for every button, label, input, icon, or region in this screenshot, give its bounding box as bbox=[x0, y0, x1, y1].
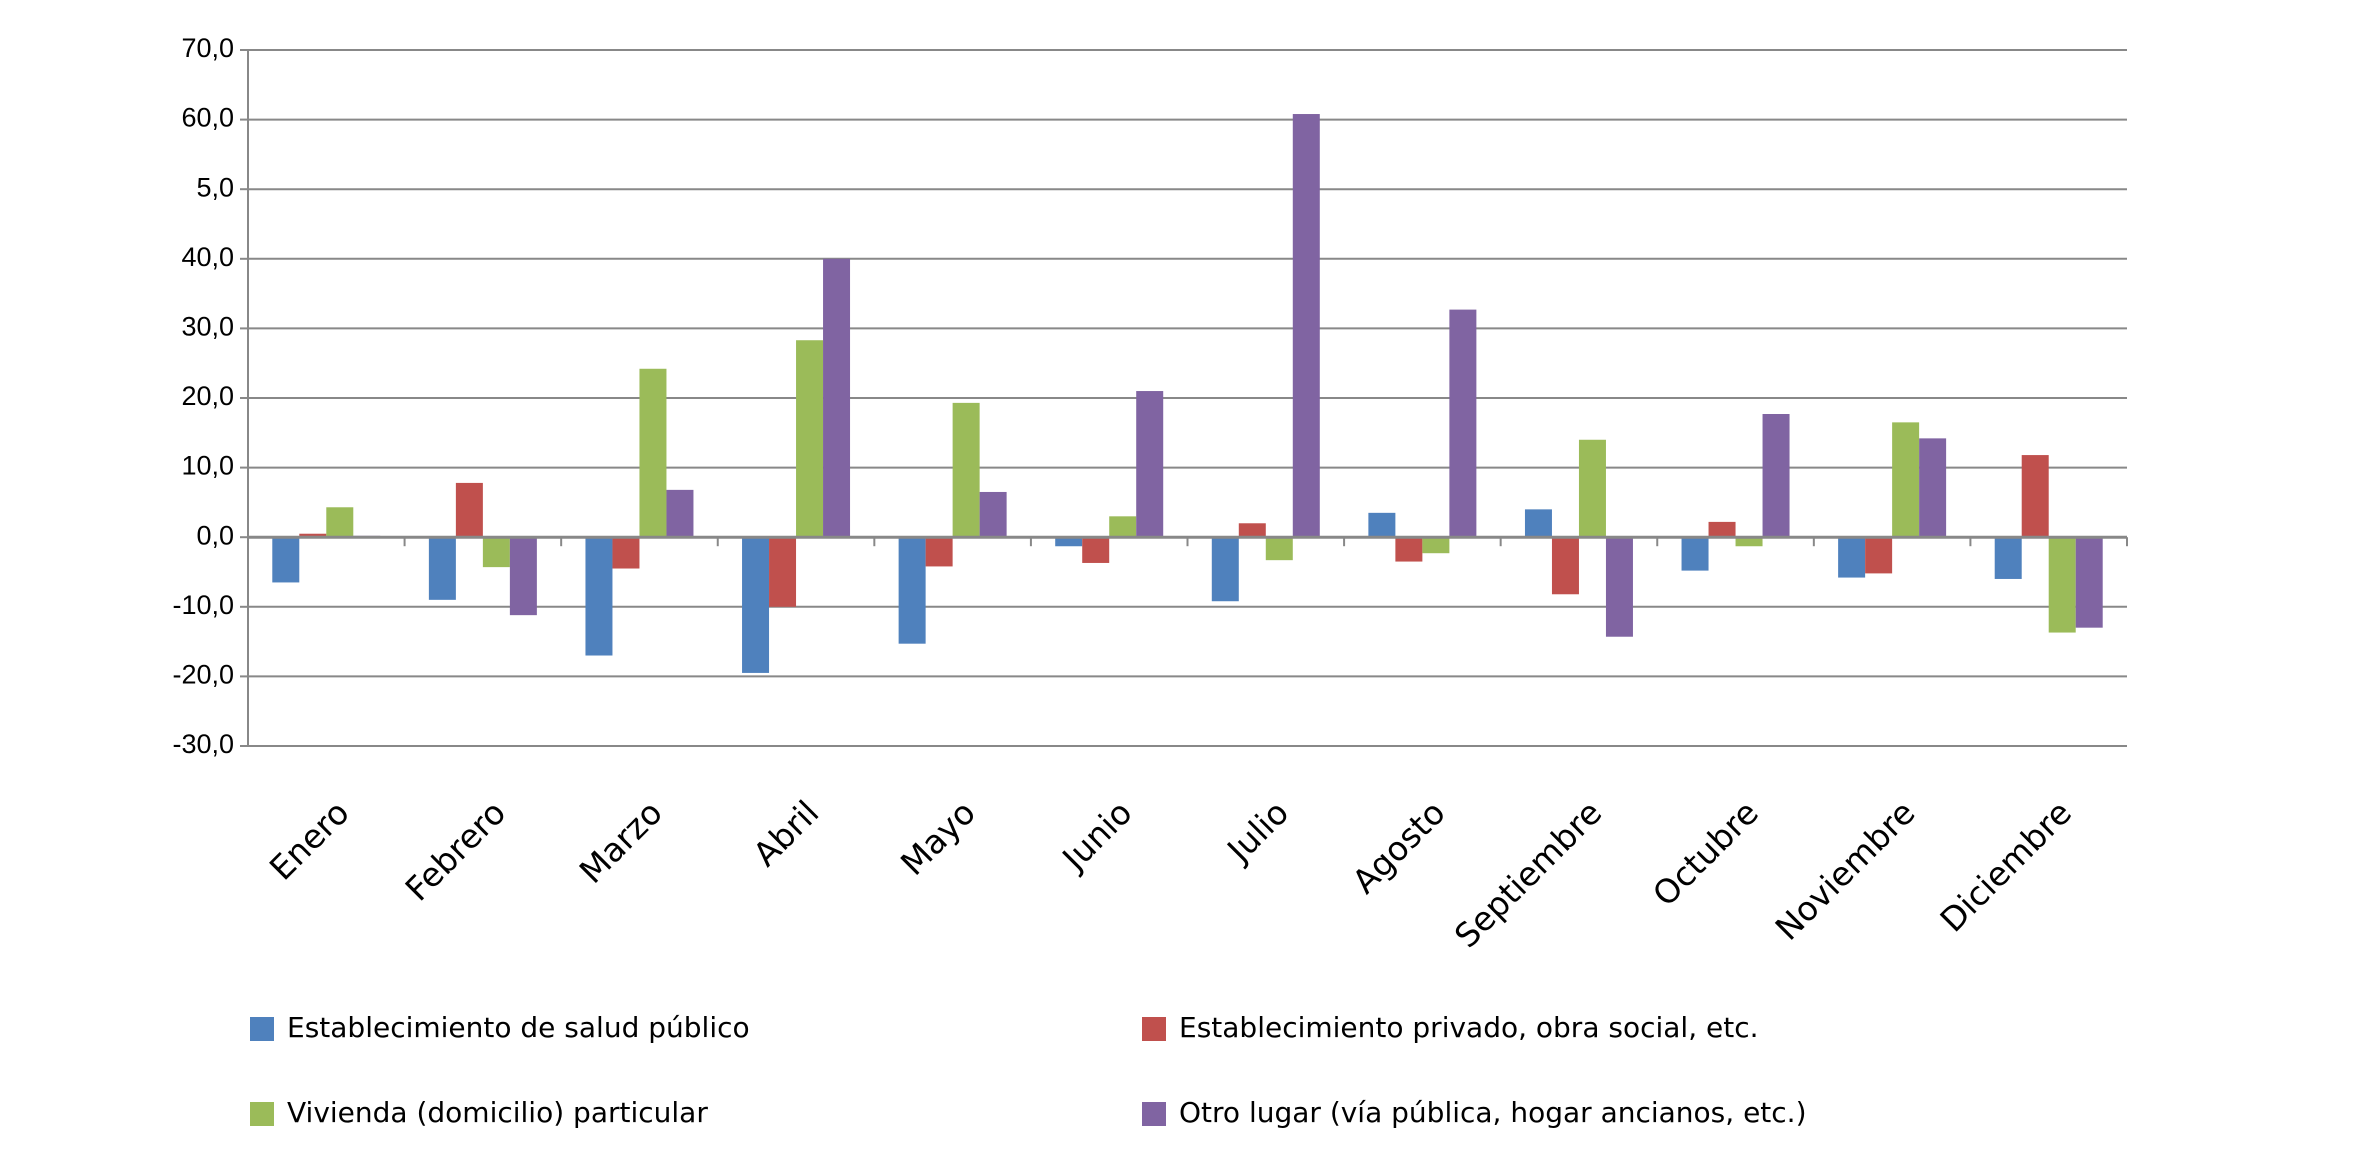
x-tick-label: Enero bbox=[262, 793, 357, 888]
bar bbox=[585, 537, 613, 656]
bar bbox=[639, 368, 667, 538]
bar bbox=[1551, 537, 1579, 595]
bar bbox=[482, 537, 510, 568]
x-tick-label: Febrero bbox=[398, 793, 514, 909]
bar bbox=[796, 340, 824, 538]
x-tick-label: Marzo bbox=[572, 793, 670, 891]
bar bbox=[1238, 523, 1266, 538]
bar bbox=[1449, 309, 1477, 538]
y-tick-label: 70,0 bbox=[181, 33, 234, 63]
x-tick-label: Mayo bbox=[893, 793, 983, 883]
bar bbox=[666, 489, 694, 538]
x-tick-label: Octubre bbox=[1645, 793, 1766, 914]
bar bbox=[925, 537, 953, 567]
x-tick-label: Septiembre bbox=[1447, 793, 1610, 956]
bar bbox=[1681, 537, 1709, 571]
bar bbox=[898, 537, 926, 644]
bar bbox=[1265, 537, 1293, 561]
bar bbox=[2021, 455, 2049, 538]
bar bbox=[509, 537, 537, 616]
x-tick-label: Abril bbox=[745, 793, 826, 874]
bar bbox=[1919, 438, 1947, 538]
bar bbox=[979, 491, 1007, 538]
y-tick-label: -20,0 bbox=[172, 660, 234, 690]
bar bbox=[1578, 439, 1606, 538]
x-tick-label: Junio bbox=[1053, 793, 1139, 879]
y-tick-label: 20,0 bbox=[181, 381, 234, 411]
bar bbox=[299, 533, 327, 538]
legend-label: Otro lugar (vía pública, hogar ancianos,… bbox=[1179, 1096, 1807, 1129]
y-tick-label: 5,0 bbox=[196, 172, 234, 202]
bar bbox=[1395, 537, 1423, 562]
legend-swatch bbox=[1142, 1102, 1166, 1126]
legend-label: Vivienda (domicilio) particular bbox=[287, 1096, 708, 1129]
bar bbox=[1708, 521, 1736, 538]
bar bbox=[1735, 537, 1763, 547]
bar bbox=[1994, 537, 2022, 579]
y-tick-label: 40,0 bbox=[181, 242, 234, 272]
legend-swatch bbox=[1142, 1017, 1166, 1041]
bar bbox=[455, 482, 483, 538]
legend-label: Establecimiento privado, obra social, et… bbox=[1179, 1011, 1759, 1044]
bar bbox=[1211, 537, 1239, 602]
bar bbox=[1865, 537, 1893, 574]
bar bbox=[1368, 512, 1396, 538]
y-tick-label: 0,0 bbox=[196, 520, 234, 550]
x-tick-label: Agosto bbox=[1345, 793, 1453, 901]
bar bbox=[428, 537, 456, 600]
bar bbox=[326, 507, 354, 538]
bar bbox=[1082, 537, 1110, 563]
legend-swatch bbox=[250, 1102, 274, 1126]
x-tick-label: Noviembre bbox=[1768, 793, 1923, 948]
bar bbox=[612, 537, 640, 569]
bar bbox=[1136, 391, 1164, 538]
bar bbox=[2075, 537, 2103, 628]
bar bbox=[1605, 537, 1633, 637]
y-tick-label: -30,0 bbox=[172, 729, 234, 759]
x-tick-label: Julio bbox=[1218, 793, 1296, 871]
legend-swatch bbox=[250, 1017, 274, 1041]
legend-label: Establecimiento de salud público bbox=[287, 1011, 750, 1044]
y-tick-label: -10,0 bbox=[172, 590, 234, 620]
bar bbox=[742, 537, 770, 673]
bar bbox=[1422, 537, 1450, 554]
y-tick-label: 60,0 bbox=[181, 103, 234, 133]
bar bbox=[1762, 414, 1790, 538]
bar bbox=[1838, 537, 1866, 578]
bar bbox=[1109, 516, 1137, 538]
y-tick-label: 10,0 bbox=[181, 451, 234, 481]
x-tick-label: Diciembre bbox=[1932, 793, 2079, 940]
y-tick-label: 30,0 bbox=[181, 312, 234, 342]
bar bbox=[1292, 114, 1320, 538]
bar bbox=[2048, 537, 2076, 633]
bar bbox=[1055, 537, 1083, 547]
bar bbox=[1524, 509, 1552, 538]
bar bbox=[952, 402, 980, 538]
bar bbox=[823, 258, 851, 538]
bar bbox=[769, 537, 797, 607]
bar bbox=[272, 537, 300, 583]
bar bbox=[1892, 422, 1920, 538]
